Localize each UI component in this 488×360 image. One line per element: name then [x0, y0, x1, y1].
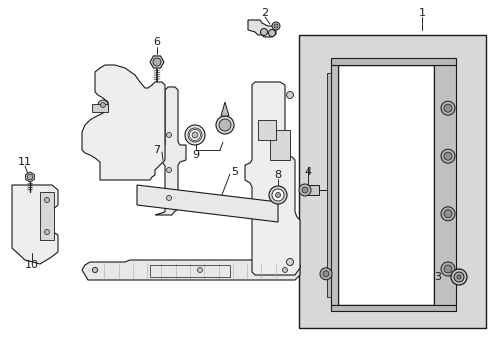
- Circle shape: [268, 30, 275, 36]
- Circle shape: [153, 58, 161, 66]
- Circle shape: [166, 132, 171, 138]
- Circle shape: [440, 207, 454, 221]
- Bar: [433, 65, 455, 305]
- Circle shape: [440, 262, 454, 276]
- Circle shape: [92, 267, 97, 273]
- Bar: [40, 192, 54, 240]
- Circle shape: [166, 195, 171, 201]
- Circle shape: [443, 210, 451, 218]
- Circle shape: [44, 230, 49, 234]
- Text: 5: 5: [231, 167, 238, 177]
- Circle shape: [286, 258, 293, 266]
- Circle shape: [440, 101, 454, 115]
- Circle shape: [282, 267, 287, 273]
- Circle shape: [271, 22, 280, 30]
- Bar: [92, 104, 108, 112]
- Bar: [337, 65, 433, 305]
- Circle shape: [216, 116, 234, 134]
- Circle shape: [443, 152, 451, 160]
- Circle shape: [298, 184, 310, 196]
- Circle shape: [443, 265, 451, 273]
- Bar: [269, 130, 289, 160]
- Polygon shape: [221, 102, 228, 116]
- Text: 4: 4: [304, 167, 311, 177]
- Polygon shape: [247, 20, 275, 37]
- Text: 3: 3: [434, 272, 441, 282]
- Circle shape: [275, 193, 280, 198]
- Text: 9: 9: [192, 150, 199, 160]
- Polygon shape: [82, 65, 164, 180]
- Bar: [330, 58, 455, 65]
- Circle shape: [184, 125, 204, 145]
- Circle shape: [302, 187, 307, 193]
- Text: 6: 6: [153, 37, 160, 47]
- Text: 2: 2: [261, 8, 268, 18]
- Circle shape: [440, 149, 454, 163]
- Bar: [298, 35, 485, 328]
- Polygon shape: [82, 260, 299, 280]
- Polygon shape: [137, 185, 278, 222]
- Circle shape: [450, 269, 466, 285]
- Polygon shape: [155, 87, 185, 215]
- Circle shape: [319, 268, 331, 280]
- Circle shape: [260, 28, 267, 36]
- Circle shape: [219, 119, 230, 131]
- Circle shape: [273, 24, 278, 28]
- Bar: [330, 65, 337, 305]
- Circle shape: [44, 198, 49, 202]
- Circle shape: [166, 167, 171, 172]
- Circle shape: [27, 174, 33, 180]
- Circle shape: [286, 91, 293, 99]
- Circle shape: [101, 103, 105, 108]
- Circle shape: [453, 272, 463, 282]
- Polygon shape: [25, 172, 34, 182]
- Bar: [258, 120, 275, 140]
- Circle shape: [192, 132, 198, 138]
- Polygon shape: [150, 56, 163, 68]
- Text: 10: 10: [25, 260, 39, 270]
- Circle shape: [268, 186, 286, 204]
- Text: 7: 7: [153, 145, 160, 155]
- Bar: [303, 185, 318, 195]
- Polygon shape: [244, 82, 299, 275]
- Circle shape: [323, 271, 328, 277]
- Bar: [326, 73, 330, 297]
- Text: 11: 11: [18, 157, 32, 167]
- Polygon shape: [12, 185, 58, 264]
- Circle shape: [98, 100, 108, 110]
- Text: 1: 1: [418, 8, 425, 18]
- Bar: [150, 265, 229, 277]
- Bar: [330, 305, 455, 311]
- Circle shape: [187, 128, 202, 142]
- Circle shape: [271, 189, 284, 201]
- Circle shape: [443, 104, 451, 112]
- Circle shape: [92, 267, 97, 273]
- Text: 8: 8: [274, 170, 281, 180]
- Circle shape: [197, 267, 202, 273]
- Circle shape: [456, 275, 460, 279]
